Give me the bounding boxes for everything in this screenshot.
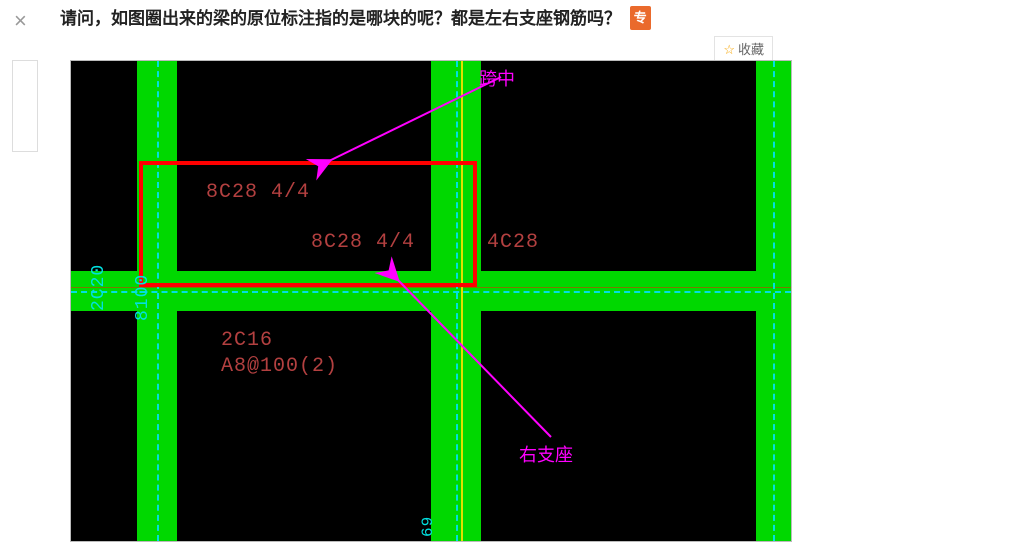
label-8c28-top: 8C28 4/4: [206, 181, 310, 204]
favorite-label: 收藏: [738, 42, 764, 57]
dash-h-center: [71, 291, 791, 293]
yellow-h-line: [71, 287, 791, 288]
yellow-v-line: [461, 61, 463, 541]
anno-youzhizuo: 右支座: [519, 441, 573, 467]
question-text: 请问，如图圈出来的梁的原位标注指的是哪块的呢？都是左右支座钢筋吗？: [60, 9, 621, 28]
label-a8-100: A8@100(2): [221, 355, 338, 378]
close-icon[interactable]: ×: [14, 8, 27, 34]
dash-v-right: [773, 61, 775, 541]
anno-kuazong: 跨中: [479, 65, 515, 91]
dim-69: 69: [419, 516, 437, 537]
label-4c28: 4C28: [487, 231, 539, 254]
cad-diagram: 8C28 4/4 8C28 4/4 4C28 2C16 A8@100(2) 81…: [70, 60, 792, 542]
dash-v-left: [157, 61, 159, 541]
star-icon: ☆: [723, 42, 735, 57]
label-2c16: 2C16: [221, 329, 273, 352]
question-title: 请问，如图圈出来的梁的原位标注指的是哪块的呢？都是左右支座钢筋吗？ 专: [60, 6, 820, 30]
dim-8100: 8100: [133, 274, 153, 321]
dim-2c20: 2C20: [89, 264, 109, 311]
red-highlight-box: [139, 161, 477, 287]
label-8c28-bottom: 8C28 4/4: [311, 231, 415, 254]
qr-sidebar-stub: [12, 60, 38, 152]
pro-badge: 专: [630, 6, 651, 30]
dash-v-mid: [456, 61, 458, 541]
favorite-button[interactable]: ☆收藏: [714, 36, 773, 61]
